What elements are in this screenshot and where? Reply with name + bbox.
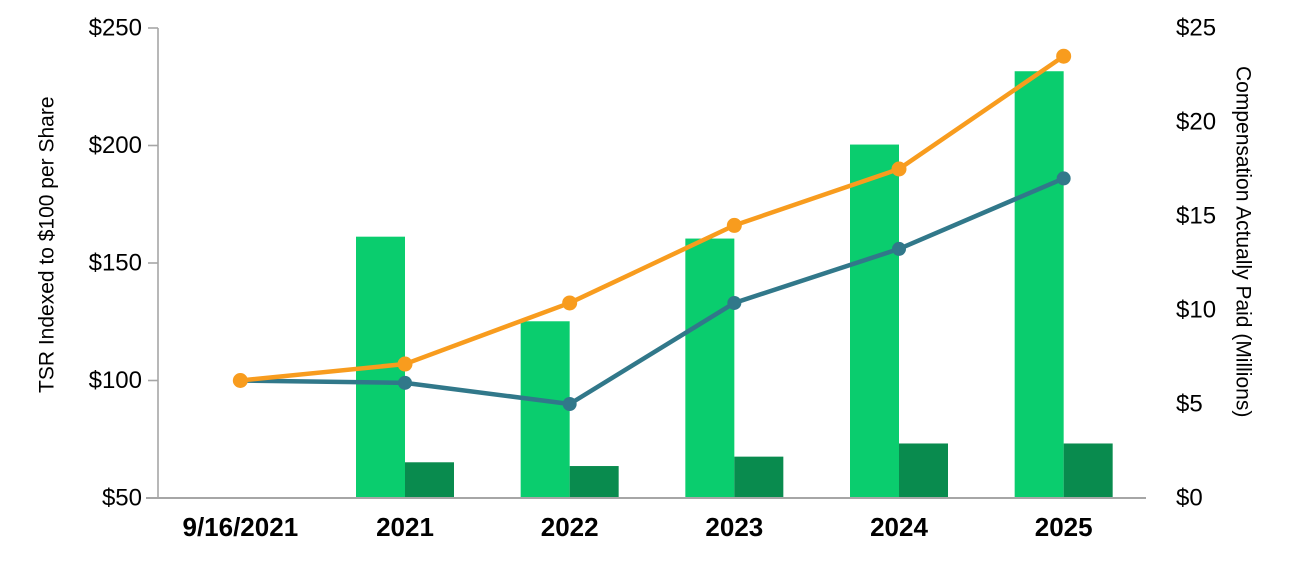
x-axis-label-2023: 2023 xyxy=(705,512,763,542)
point-teal-line-2025 xyxy=(1056,171,1071,186)
point-teal-line-2023 xyxy=(727,295,742,310)
bar-light-green-bars-2025 xyxy=(1014,71,1064,499)
left-axis-title: TSR Indexed to $100 per Share xyxy=(35,96,59,394)
right-axis-label-$20: $20 xyxy=(1176,109,1216,136)
point-teal-line-2022 xyxy=(562,397,577,411)
point-orange-line-2024 xyxy=(891,161,907,177)
x-axis-label-2024: 2024 xyxy=(870,512,928,542)
x-axis-label-2022: 2022 xyxy=(541,512,599,542)
left-axis-label-$100: $100 xyxy=(89,367,142,394)
point-orange-line-2025 xyxy=(1056,48,1072,64)
point-orange-line-2022 xyxy=(562,295,578,311)
left-axis-label-$150: $150 xyxy=(89,250,142,277)
left-axis-label-$250: $250 xyxy=(89,15,142,42)
right-axis-title: Compensation Actually Paid (Millions) xyxy=(1231,66,1255,418)
x-axis-label-2021: 2021 xyxy=(376,512,434,542)
right-axis-label-$25: $25 xyxy=(1176,15,1216,42)
right-axis-label-$5: $5 xyxy=(1176,391,1203,418)
bar-light-green-bars-2024 xyxy=(850,144,899,498)
bar-light-green-bars-2022 xyxy=(520,321,570,498)
right-axis-label-$15: $15 xyxy=(1176,203,1216,230)
right-axis-label-$10: $10 xyxy=(1176,297,1216,324)
point-teal-line-2024 xyxy=(892,241,906,256)
right-axis-label-$0: $0 xyxy=(1176,485,1203,512)
x-axis-label-2025: 2025 xyxy=(1035,512,1093,542)
bar-light-green-bars-2023 xyxy=(685,238,735,498)
bar-dark-green-bars-2022 xyxy=(569,466,619,498)
point-teal-line-2021 xyxy=(398,375,412,390)
bar-dark-green-bars-2021 xyxy=(405,462,454,498)
bar-dark-green-bars-2025 xyxy=(1063,443,1113,498)
bar-dark-green-bars-2024 xyxy=(899,443,948,498)
left-axis-label-$200: $200 xyxy=(89,132,142,159)
x-axis-label-9/16/2021: 9/16/2021 xyxy=(182,512,298,542)
point-orange-line-2023 xyxy=(726,217,742,233)
point-orange-line-2021 xyxy=(397,356,413,372)
bar-dark-green-bars-2023 xyxy=(734,456,784,498)
line-orange-line xyxy=(238,53,1066,383)
left-axis-label-$50: $50 xyxy=(102,485,142,512)
point-orange-line-9/16/2021 xyxy=(232,373,248,388)
line-teal-line xyxy=(238,176,1066,407)
